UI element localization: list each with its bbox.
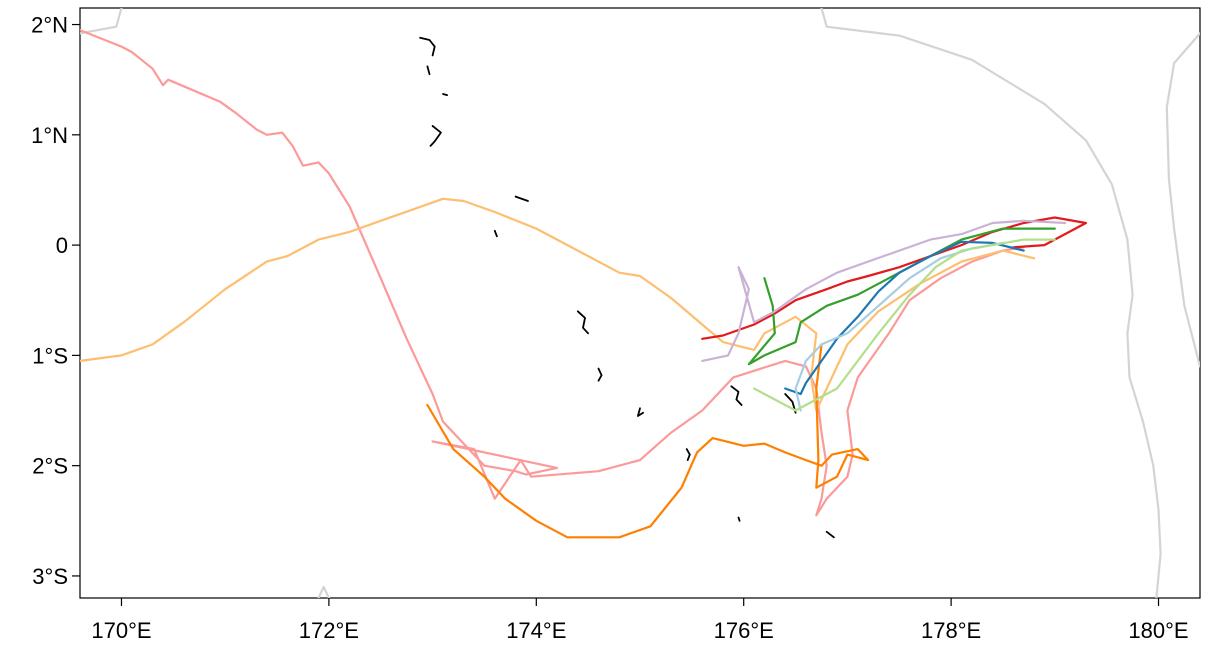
island-0 bbox=[419, 36, 436, 57]
island-1 bbox=[426, 65, 431, 76]
x-tick-label-2: 174°E bbox=[506, 618, 566, 643]
x-tick-label-1: 172°E bbox=[299, 618, 359, 643]
x-tick-label-0: 170°E bbox=[91, 618, 151, 643]
track-4 bbox=[747, 227, 1056, 366]
boundary-line-0 bbox=[80, 8, 123, 35]
x-tick-label-3: 176°E bbox=[714, 618, 774, 643]
y-tick-label-0: 2°N bbox=[31, 13, 68, 38]
island-3 bbox=[429, 125, 442, 147]
island-9 bbox=[730, 385, 743, 406]
island-6 bbox=[576, 310, 589, 335]
track-3 bbox=[701, 216, 1088, 340]
islands-layer bbox=[419, 36, 835, 539]
island-12 bbox=[737, 516, 741, 522]
plot-frame bbox=[79, 7, 1201, 599]
y-tick-label-1: 1°N bbox=[31, 123, 68, 148]
island-8 bbox=[637, 407, 644, 417]
boundary-line-1 bbox=[820, 8, 1162, 598]
island-11 bbox=[685, 448, 691, 462]
y-tick-label-2: 0 bbox=[56, 233, 68, 258]
island-5 bbox=[493, 229, 498, 238]
island-2 bbox=[442, 93, 449, 96]
island-13 bbox=[825, 530, 835, 539]
y-axis: 2°N 1°N 0 1°S 2°S 3°S bbox=[31, 13, 80, 589]
track-2 bbox=[426, 343, 870, 539]
x-tick-label-5: 180°E bbox=[1128, 618, 1188, 643]
boundary-line-2 bbox=[1165, 32, 1200, 368]
boundary-line-3 bbox=[317, 585, 330, 598]
boundaries-layer bbox=[80, 8, 1200, 598]
track-5 bbox=[701, 219, 1067, 362]
tracks-layer bbox=[80, 29, 1088, 539]
y-tick-label-4: 2°S bbox=[32, 454, 68, 479]
track-8 bbox=[752, 238, 1056, 412]
island-7 bbox=[597, 367, 603, 382]
x-tick-label-4: 178°E bbox=[921, 618, 981, 643]
x-axis: 170°E 172°E 174°E 176°E 178°E 180°E bbox=[91, 598, 1189, 643]
track-0 bbox=[80, 29, 1025, 517]
y-tick-label-5: 3°S bbox=[32, 564, 68, 589]
track-1 bbox=[80, 197, 1036, 412]
y-tick-label-3: 1°S bbox=[32, 343, 68, 368]
island-4 bbox=[514, 195, 529, 202]
track-6 bbox=[784, 240, 1025, 396]
